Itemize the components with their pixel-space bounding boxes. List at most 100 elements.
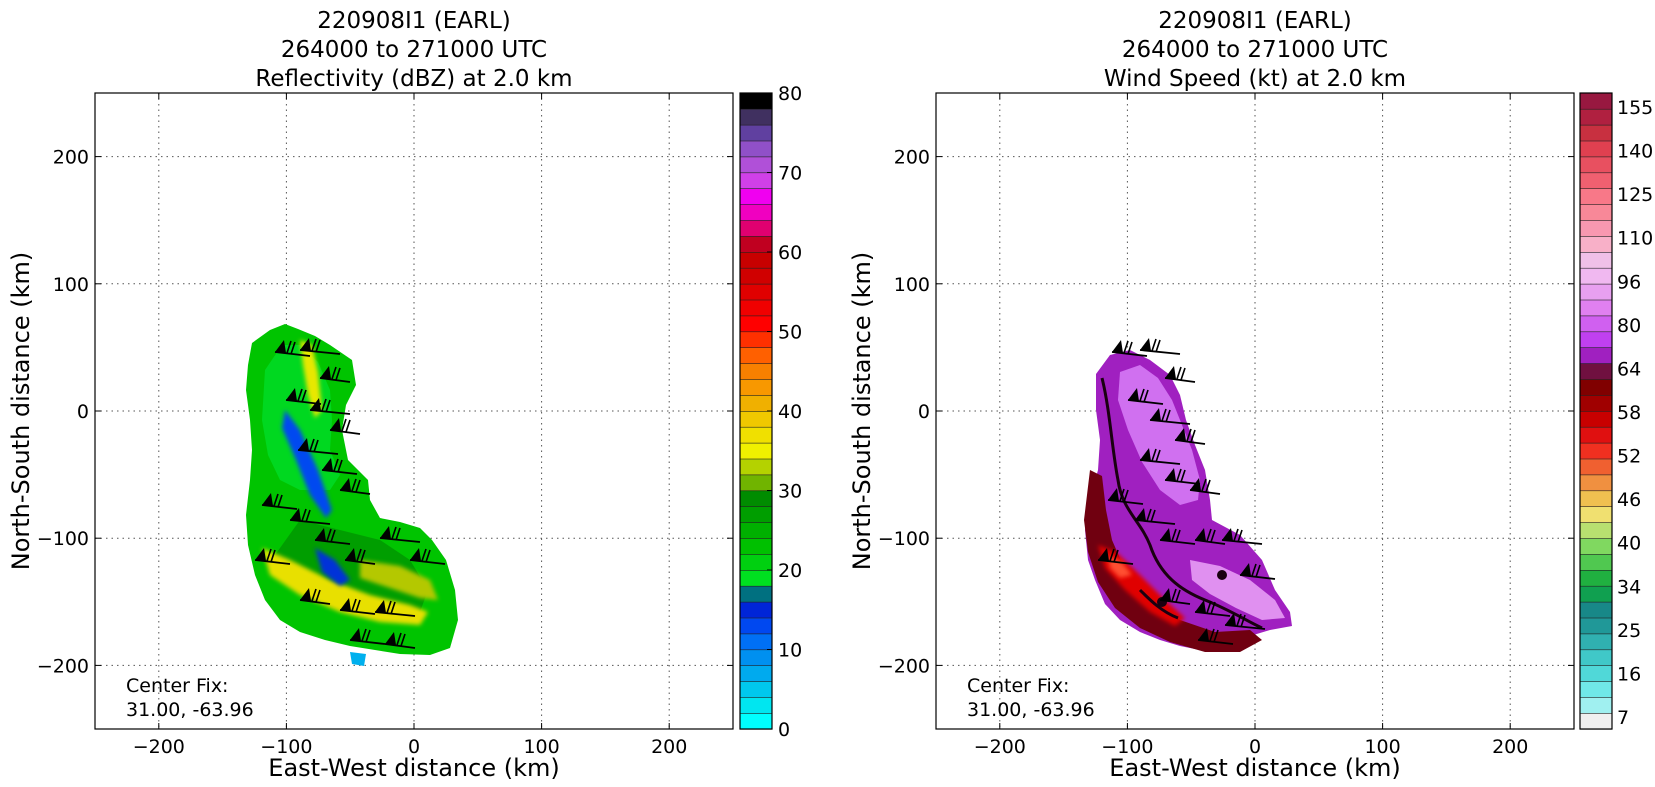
colorbar-tick-label: 96 [1617, 271, 1641, 293]
colorbar-segment [739, 394, 773, 412]
wind-barb [1189, 478, 1221, 495]
colorbar-segment [1579, 490, 1613, 508]
x-tick-label: −100 [260, 736, 312, 758]
y-tick-label: 200 [53, 147, 89, 169]
colorbar-segment [739, 680, 773, 698]
colorbar-segment [739, 585, 773, 603]
colorbar-segment [739, 426, 773, 444]
colorbar-segment [1579, 299, 1613, 317]
wind-speed-panel: 220908I1 (EARL) 264000 to 271000 UTC Win… [848, 8, 1653, 782]
colorbar-segment [1579, 537, 1613, 555]
colorbar-segment [739, 442, 773, 460]
colorbar-segment [1579, 394, 1613, 412]
wind-barb [1127, 388, 1164, 405]
y-tick-label: −200 [37, 655, 89, 677]
colorbar-segment [1579, 521, 1613, 539]
y-tick-label: 100 [53, 274, 89, 296]
wind-barb [339, 598, 376, 615]
colorbar-segment [739, 537, 773, 555]
x-tick-label: −200 [974, 736, 1026, 758]
colorbar-tick-label: 60 [778, 242, 802, 264]
colorbar-tick-label: 52 [1617, 446, 1641, 468]
colorbar-segment [1579, 617, 1613, 635]
x-tick-label: 0 [1249, 736, 1261, 758]
colorbar-segment [739, 267, 773, 285]
colorbar-segment [1579, 474, 1613, 492]
colorbar-segment [1579, 426, 1613, 444]
wind-barb [379, 526, 421, 543]
colorbar-segment [739, 331, 773, 349]
y-tick-label: 100 [894, 274, 930, 296]
wind-contour [1138, 588, 1179, 620]
x-tick-label: 200 [1492, 736, 1528, 758]
grid-lines [936, 93, 1574, 729]
wind-barb [299, 588, 331, 605]
colorbar-segment [739, 347, 773, 364]
colorbar-tick-label: 64 [1617, 358, 1641, 380]
colorbar-segment [1579, 506, 1613, 523]
center-fix-coordinates: 31.00, -63.96 [967, 699, 1095, 721]
colorbar-tick-label: 140 [1617, 141, 1653, 163]
colorbar-segment [739, 649, 773, 667]
colorbar-segment [1579, 331, 1613, 349]
x-tick-label: 100 [523, 736, 559, 758]
x-tick-label: −100 [1101, 736, 1153, 758]
x-axis-label: East-West distance (km) [268, 754, 559, 782]
x-axis-label: East-West distance (km) [1109, 754, 1400, 782]
colorbar-tick-label: 155 [1617, 97, 1653, 119]
center-fix-coordinates: 31.00, -63.96 [126, 699, 254, 721]
wind-barb [409, 548, 446, 565]
y-tick-label: −200 [878, 655, 930, 677]
colorbar-segment [1579, 442, 1613, 460]
y-tick-label: −100 [878, 528, 930, 550]
colorbar-tick-label: 40 [1617, 533, 1641, 555]
echo-region-light [262, 345, 340, 490]
rainband-blue-north [282, 410, 332, 518]
colorbar-segment [1579, 410, 1613, 428]
colorbar-segment [739, 506, 773, 523]
colorbar-segment [739, 601, 773, 619]
colorbar-segment [1579, 569, 1613, 587]
x-tick-label: 0 [408, 736, 420, 758]
colorbar-segment [1579, 362, 1613, 380]
wind-barb [1149, 408, 1191, 425]
wind-barb [349, 628, 386, 645]
colorbar-segment [739, 474, 773, 492]
colorbar-segment [1579, 315, 1613, 333]
colorbar-segment [739, 410, 773, 428]
colorbar-segment [739, 633, 773, 651]
colorbar-segment [739, 124, 773, 142]
wind-rim-dark [1084, 470, 1262, 652]
colorbar-segment [1579, 251, 1613, 269]
wind-barb [1107, 488, 1144, 505]
colorbar-segment [1579, 92, 1613, 110]
wind-barb [254, 548, 291, 565]
rainband-blue-south [315, 548, 350, 586]
chart-title-line-2: 264000 to 271000 UTC [1122, 37, 1388, 63]
wind-barbs [1097, 338, 1276, 645]
colorbar-tick-label: 80 [778, 83, 802, 105]
wind-barb [1111, 340, 1148, 357]
chart-title-line-1: 220908I1 (EARL) [317, 8, 511, 34]
reflectivity-panel: 220908I1 (EARL) 264000 to 271000 UTC Ref… [7, 8, 802, 782]
colorbar-segment [1579, 649, 1613, 667]
colorbar-segment [739, 299, 773, 317]
x-tick-label: 200 [651, 736, 687, 758]
colorbar-segment [1579, 124, 1613, 142]
colorbar-segment [1579, 156, 1613, 174]
colorbar-tick-label: 30 [778, 481, 802, 503]
colorbar-tick-label: 50 [778, 322, 802, 344]
wind-barb [309, 398, 351, 415]
colorbar-segment [1579, 108, 1613, 126]
y-axis-label: North-South distance (km) [7, 252, 35, 571]
colorbar-segment [1579, 553, 1613, 571]
wind-barb [297, 438, 339, 455]
colorbar-segment [739, 204, 773, 221]
rainband-yellow-north [300, 340, 322, 418]
colorbar-segment [1579, 665, 1613, 682]
colorbar-segment [1579, 188, 1613, 205]
y-axis-label: North-South distance (km) [848, 252, 876, 571]
wind-barb [1159, 528, 1196, 545]
wind-barb [1164, 366, 1196, 383]
